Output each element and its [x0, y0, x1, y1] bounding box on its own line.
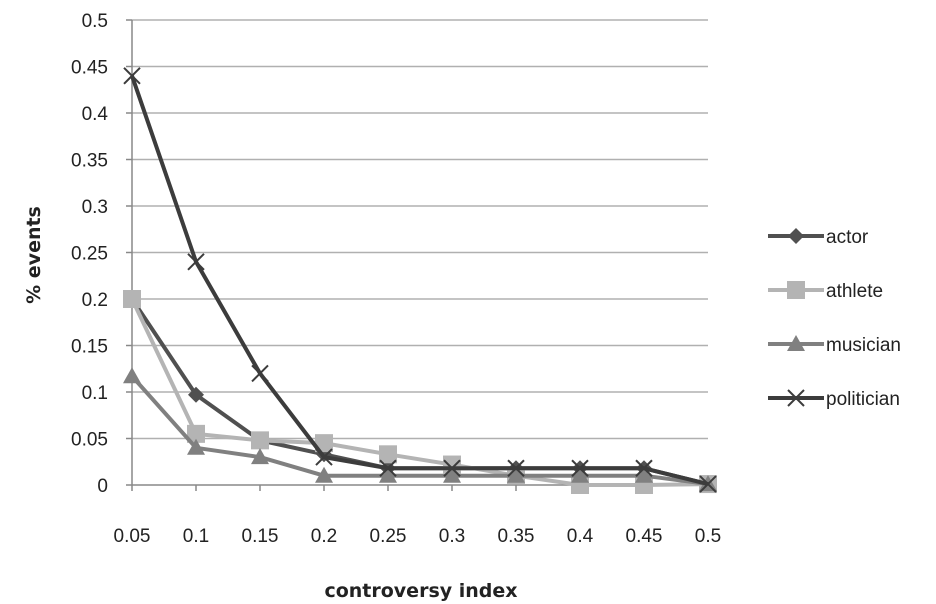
data-point-musician: [635, 466, 653, 483]
data-point-musician: [315, 466, 333, 483]
data-point-politician: [251, 364, 269, 383]
legend-item-actor: actor: [768, 227, 869, 248]
legend-label-musician: musician: [826, 335, 901, 356]
x-tick-label: 0.45: [626, 526, 663, 547]
legend-marker-actor: [788, 228, 804, 244]
y-tick-label: 0.4: [82, 104, 109, 125]
x-tick-label: 0.25: [370, 526, 407, 547]
data-point-politician: [507, 459, 525, 477]
legend: actor athlete musician politician: [768, 227, 901, 410]
data-point-athlete: [123, 290, 141, 308]
y-tick-label: 0.2: [82, 290, 108, 311]
x-tick-label: 0.15: [242, 526, 279, 547]
legend-item-musician: musician: [768, 335, 901, 356]
data-point-athlete: [315, 434, 333, 453]
y-tick-label: 0.15: [71, 337, 108, 358]
series-politician: [123, 67, 717, 493]
y-tick-label: 0: [97, 476, 108, 497]
y-axis-title: % events: [23, 206, 45, 304]
data-point-politician: [315, 448, 333, 466]
data-point-politician: [123, 67, 141, 85]
y-tick-label: 0.5: [82, 11, 108, 32]
data-point-musician: [379, 466, 397, 483]
data-point-athlete: [187, 424, 205, 443]
legend-marker-musician: [787, 335, 805, 351]
y-tick-label: 0.35: [71, 151, 108, 172]
y-tick-label: 0.3: [82, 197, 108, 218]
data-point-actor: [188, 386, 204, 403]
x-tick-label: 0.35: [498, 526, 535, 547]
legend-marker-athlete: [787, 281, 805, 299]
data-point-musician: [123, 367, 141, 384]
x-tick-label: 0.5: [695, 526, 721, 547]
data-point-politician: [635, 459, 653, 477]
legend-label-politician: politician: [826, 389, 900, 410]
data-point-musician: [507, 466, 525, 483]
data-point-musician: [187, 438, 205, 455]
data-point-musician: [443, 466, 461, 483]
x-tick-label: 0.3: [439, 526, 465, 547]
data-point-politician: [699, 475, 717, 493]
x-axis-title: controversy index: [324, 580, 517, 602]
legend-label-actor: actor: [826, 227, 869, 248]
x-tick-label: 0.1: [183, 526, 209, 547]
series-musician: [123, 367, 717, 492]
y-tick-label: 0.1: [82, 383, 108, 404]
legend-item-athlete: athlete: [768, 281, 883, 302]
x-tick-label: 0.2: [311, 526, 337, 547]
series-group: [123, 67, 717, 494]
series-line-musician: [130, 374, 709, 487]
legend-label-athlete: athlete: [826, 281, 883, 302]
data-point-musician: [251, 448, 269, 465]
data-point-politician: [379, 459, 397, 477]
x-tick-label: 0.05: [114, 526, 151, 547]
data-point-musician: [571, 466, 589, 483]
y-tick-label: 0.25: [71, 244, 108, 265]
data-point-politician: [571, 459, 589, 477]
y-tick-label: 0.05: [71, 430, 108, 451]
data-point-athlete: [251, 431, 269, 450]
gridlines: [132, 19, 708, 486]
legend-marker-politician: [787, 389, 805, 407]
axes: 0 0.05 0.1 0.15 0.2 0.25 0.3 0.35 0.4 0.45 0.5 0.05…: [71, 11, 721, 547]
data-point-politician: [443, 459, 461, 477]
data-point-athlete: [379, 445, 397, 464]
series-line-athlete: [130, 298, 709, 487]
y-tick-label: 0.45: [71, 58, 108, 79]
series-line-politician: [130, 75, 709, 487]
x-tick-label: 0.4: [567, 526, 594, 547]
data-point-politician: [187, 253, 205, 271]
legend-item-politician: politician: [768, 389, 900, 410]
